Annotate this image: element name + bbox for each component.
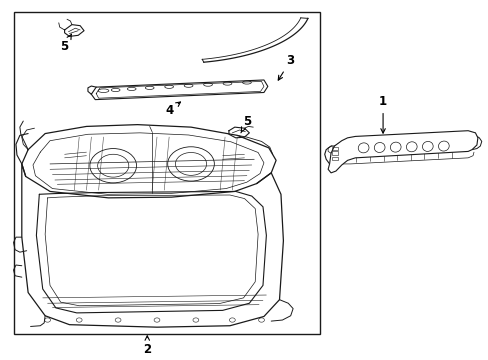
Polygon shape	[327, 131, 477, 173]
Text: 3: 3	[278, 54, 294, 80]
Bar	[331, 157, 337, 160]
Text: 2: 2	[143, 336, 151, 356]
Text: 4: 4	[164, 102, 180, 117]
Bar	[331, 152, 337, 155]
Bar	[14, 12, 319, 334]
Text: 1: 1	[378, 95, 386, 133]
Bar	[331, 147, 337, 150]
Text: 5: 5	[241, 114, 250, 133]
Text: 5: 5	[61, 34, 71, 53]
